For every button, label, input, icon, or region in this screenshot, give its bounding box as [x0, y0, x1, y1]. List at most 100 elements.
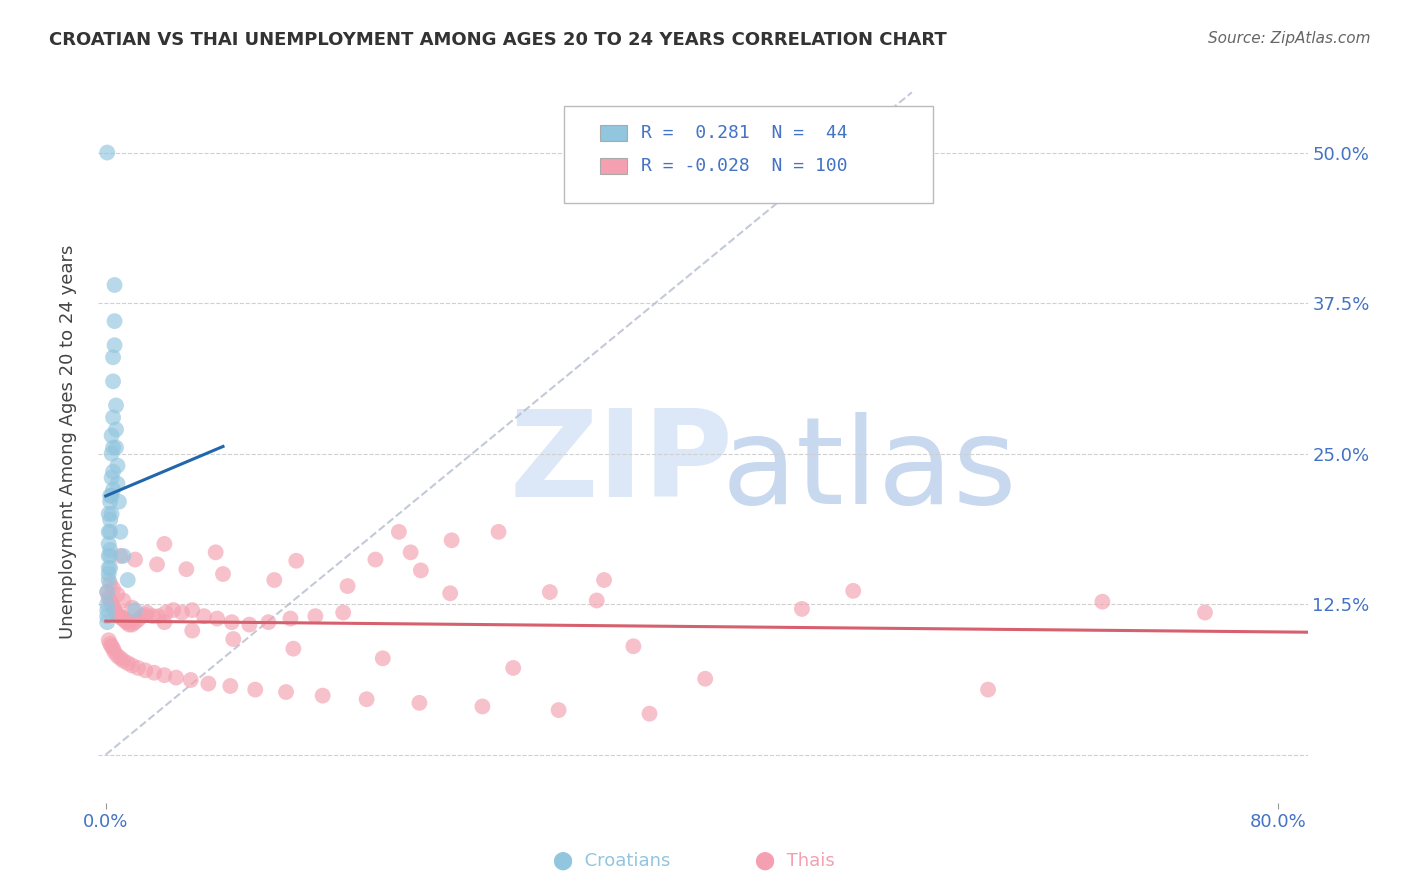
Point	[100, 639, 122, 653]
Point	[107, 476, 129, 491]
Point	[111, 611, 134, 625]
Text: R = -0.028  N = 100: R = -0.028 N = 100	[641, 157, 848, 175]
Point	[170, 606, 193, 620]
Point	[105, 423, 128, 437]
Point	[100, 597, 122, 611]
Point	[153, 615, 176, 630]
Point	[283, 641, 305, 656]
Point	[124, 552, 146, 566]
Point	[107, 458, 129, 473]
Point	[399, 545, 422, 559]
Point	[134, 664, 156, 678]
Point	[97, 591, 120, 606]
Point	[181, 624, 204, 638]
Point	[439, 586, 461, 600]
Point	[117, 656, 139, 670]
Text: CROATIAN VS THAI UNEMPLOYMENT AMONG AGES 20 TO 24 YEARS CORRELATION CHART: CROATIAN VS THAI UNEMPLOYMENT AMONG AGES…	[49, 31, 948, 49]
Point	[97, 549, 120, 563]
Point	[96, 615, 118, 630]
Point	[127, 661, 149, 675]
Point	[245, 682, 267, 697]
Point	[409, 563, 432, 577]
Point	[103, 645, 125, 659]
Point	[101, 599, 124, 614]
Point	[98, 542, 121, 557]
Point	[311, 689, 333, 703]
Point	[103, 338, 125, 352]
Point	[1091, 595, 1114, 609]
Point	[131, 609, 153, 624]
Point	[695, 672, 717, 686]
Point	[108, 609, 131, 624]
Point	[471, 699, 494, 714]
Point	[193, 609, 215, 624]
Point	[285, 554, 308, 568]
Point	[101, 350, 124, 364]
Point	[112, 611, 135, 625]
Point	[101, 582, 124, 596]
Point	[1194, 606, 1216, 620]
Point	[440, 533, 463, 548]
Point	[96, 603, 118, 617]
Point	[97, 573, 120, 587]
Point	[155, 606, 177, 620]
Point	[97, 633, 120, 648]
Point	[127, 613, 149, 627]
Point	[101, 441, 124, 455]
Point	[121, 617, 143, 632]
Point	[98, 494, 121, 508]
Point	[142, 609, 165, 624]
Point	[280, 611, 302, 625]
Point	[107, 587, 129, 601]
Point	[97, 561, 120, 575]
Point	[112, 549, 135, 563]
Point	[148, 609, 170, 624]
Point	[176, 562, 198, 576]
Point	[146, 558, 169, 572]
FancyBboxPatch shape	[600, 125, 627, 141]
Point	[488, 524, 510, 539]
Point	[101, 410, 124, 425]
Point	[110, 549, 132, 563]
Point	[165, 671, 187, 685]
Point	[547, 703, 569, 717]
Point	[98, 489, 121, 503]
Point	[115, 615, 138, 630]
Point	[153, 668, 176, 682]
Point	[100, 489, 122, 503]
Point	[212, 567, 235, 582]
Point	[97, 567, 120, 582]
Point	[98, 593, 121, 607]
Point	[105, 441, 128, 455]
Point	[112, 654, 135, 668]
Point	[103, 314, 125, 328]
Point	[197, 676, 219, 690]
Y-axis label: Unemployment Among Ages 20 to 24 years: Unemployment Among Ages 20 to 24 years	[59, 244, 77, 639]
Point	[977, 682, 1000, 697]
Point	[97, 507, 120, 521]
Point	[105, 398, 128, 412]
Point	[205, 611, 228, 625]
Point	[98, 524, 121, 539]
Text: ⬤  Croatians: ⬤ Croatians	[553, 852, 671, 870]
Point	[110, 524, 132, 539]
Point	[110, 609, 132, 624]
Point	[100, 471, 122, 485]
Point	[112, 593, 135, 607]
Point	[180, 673, 202, 687]
Point	[143, 665, 166, 680]
Point	[842, 583, 865, 598]
Point	[790, 602, 813, 616]
Point	[134, 607, 156, 622]
Point	[621, 639, 644, 653]
Point	[538, 585, 561, 599]
Point	[101, 483, 124, 497]
Text: ⬤  Thais: ⬤ Thais	[755, 852, 834, 870]
Point	[97, 524, 120, 539]
Point	[118, 617, 141, 632]
Point	[108, 494, 131, 508]
Point	[100, 428, 122, 442]
Point	[124, 603, 146, 617]
Point	[135, 606, 157, 620]
Point	[181, 603, 204, 617]
